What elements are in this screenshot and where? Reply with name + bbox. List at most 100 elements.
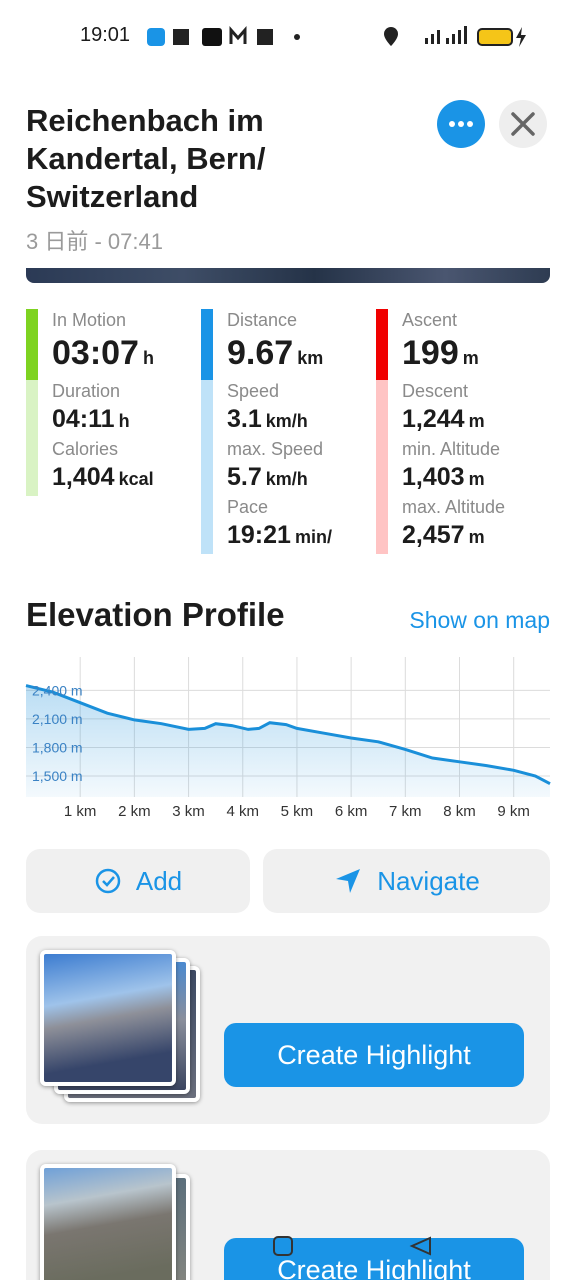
add-button[interactable]: Add — [26, 849, 250, 913]
stat-unit: m — [462, 348, 479, 368]
stat-label: Calories — [52, 439, 119, 459]
stat-item: Duration 04:11 h — [26, 380, 196, 438]
stat-value-row: 04:11 h — [52, 402, 196, 438]
stat-value: 9.67 — [227, 334, 294, 372]
stat-label: Pace — [227, 497, 269, 517]
x-tick-label: 1 km — [64, 803, 97, 820]
x-tick-label: 9 km — [497, 803, 530, 820]
stat-value-row: 1,244 m — [402, 402, 546, 438]
stat-unit: h — [118, 411, 130, 431]
stat-unit: km/h — [265, 411, 308, 431]
highlight-card: Create Highlight — [26, 1150, 550, 1280]
x-tick-label: 3 km — [172, 803, 205, 820]
stat-label: min. Altitude — [402, 439, 501, 459]
stat-bar-light — [26, 380, 38, 496]
status-time: 19:01 — [80, 24, 131, 46]
stat-unit: km/h — [265, 469, 308, 489]
stat-bar-light — [201, 380, 213, 554]
stat-value-row: 199 m — [402, 331, 546, 380]
navigate-button[interactable]: Navigate — [263, 849, 550, 913]
map-preview — [26, 268, 550, 283]
stat-label: Descent — [402, 381, 469, 401]
stat-column: In Motion 03:07 h Duration 04:11 h Calories 1,4… — [26, 309, 196, 496]
more-button[interactable] — [437, 100, 485, 148]
stat-item: In Motion 03:07 h — [26, 309, 196, 380]
status-icons — [147, 26, 300, 46]
elevation-line — [25, 684, 551, 786]
stat-value: 19:21 — [227, 521, 291, 549]
stat-label: Ascent — [402, 310, 458, 330]
nav-bar — [273, 1236, 431, 1256]
stat-value: 5.7 — [227, 463, 262, 491]
stat-label: In Motion — [52, 310, 127, 330]
create-highlight-button[interactable]: Create Highlight — [224, 1238, 524, 1280]
stat-value-row: 1,403 m — [402, 460, 546, 496]
stat-value-row: 3.1 km/h — [227, 402, 371, 438]
navigate-label: Navigate — [377, 865, 480, 896]
stat-value: 03:07 — [52, 334, 139, 372]
elevation-area — [26, 685, 550, 797]
add-label: Add — [135, 865, 183, 896]
stat-bar — [26, 309, 38, 380]
highlight-card: Create Highlight — [26, 936, 550, 1124]
photo — [40, 950, 176, 1086]
stat-item: Descent 1,244 m — [376, 380, 546, 438]
stat-bar — [376, 309, 388, 380]
stat-item: max. Altitude 2,457 m — [376, 496, 546, 554]
x-tick-label: 7 km — [389, 803, 422, 820]
stat-bar-light — [376, 380, 388, 554]
stat-value-row: 1,404 kcal — [52, 460, 196, 496]
stat-label: max. Speed — [227, 439, 324, 459]
create-highlight-button[interactable]: Create Highlight — [224, 1023, 524, 1087]
y-tick-label: 2,400 m — [32, 682, 83, 698]
stat-value-row: 03:07 h — [52, 331, 196, 380]
stat-bar — [201, 309, 213, 380]
stat-value: 1,403 — [402, 463, 465, 491]
photo — [40, 1164, 176, 1280]
stat-item: Pace 19:21 min/ — [201, 496, 371, 554]
stat-item: Speed 3.1 km/h — [201, 380, 371, 438]
x-tick-label: 2 km — [118, 803, 151, 820]
y-tick-label: 2,100 m — [32, 711, 83, 727]
x-tick-label: 5 km — [281, 803, 314, 820]
stat-label: Speed — [227, 381, 280, 401]
stat-label: Distance — [227, 310, 298, 330]
stat-value-row: 19:21 min/ — [227, 518, 371, 554]
stat-unit: m — [468, 469, 485, 489]
stat-unit: kcal — [118, 469, 154, 489]
elevation-chart: 1 km 2 km 3 km 4 km 5 km 6 km 7 km 8 km 9 km 1,50… — [25, 657, 551, 820]
stat-column: Distance 9.67 km Speed 3.1 km/h max. Speed 5.7 k… — [201, 309, 371, 554]
stat-value: 1,244 — [402, 405, 465, 433]
stat-label: max. Altitude — [402, 497, 506, 517]
stat-item: min. Altitude 1,403 m — [376, 438, 546, 496]
stat-unit: m — [468, 411, 485, 431]
stat-item: Calories 1,404 kcal — [26, 438, 196, 496]
stat-item: Distance 9.67 km — [201, 309, 371, 380]
stat-value-row: 9.67 km — [227, 331, 371, 380]
stat-unit: km — [297, 348, 324, 368]
stat-value-row: 5.7 km/h — [227, 460, 371, 496]
stat-unit: m — [468, 527, 485, 547]
system-icons — [384, 26, 526, 47]
stat-item: Ascent 199 m — [376, 309, 546, 380]
stat-value: 2,457 — [402, 521, 465, 549]
section-title: Elevation Profile — [26, 596, 285, 633]
show-on-map[interactable]: Show on map — [409, 607, 550, 633]
x-tick-label: 6 km — [335, 803, 368, 820]
stat-value: 199 — [402, 334, 459, 372]
route-date: 3 日前 - 07:41 — [26, 229, 163, 254]
stat-unit: min/ — [294, 527, 332, 547]
close-button[interactable] — [499, 100, 547, 148]
y-tick-label: 1,800 m — [32, 739, 83, 755]
stat-unit: h — [142, 348, 154, 368]
stat-label: Duration — [52, 381, 121, 401]
stat-value: 3.1 — [227, 405, 262, 433]
stat-value-row: 2,457 m — [402, 518, 546, 554]
stat-item: max. Speed 5.7 km/h — [201, 438, 371, 496]
stat-column: Ascent 199 m Descent 1,244 m min. Altitude 1,40… — [376, 309, 546, 554]
x-tick-label: 4 km — [226, 803, 259, 820]
stat-value: 1,404 — [52, 463, 115, 491]
x-tick-label: 8 km — [443, 803, 476, 820]
y-tick-label: 1,500 m — [32, 768, 83, 784]
